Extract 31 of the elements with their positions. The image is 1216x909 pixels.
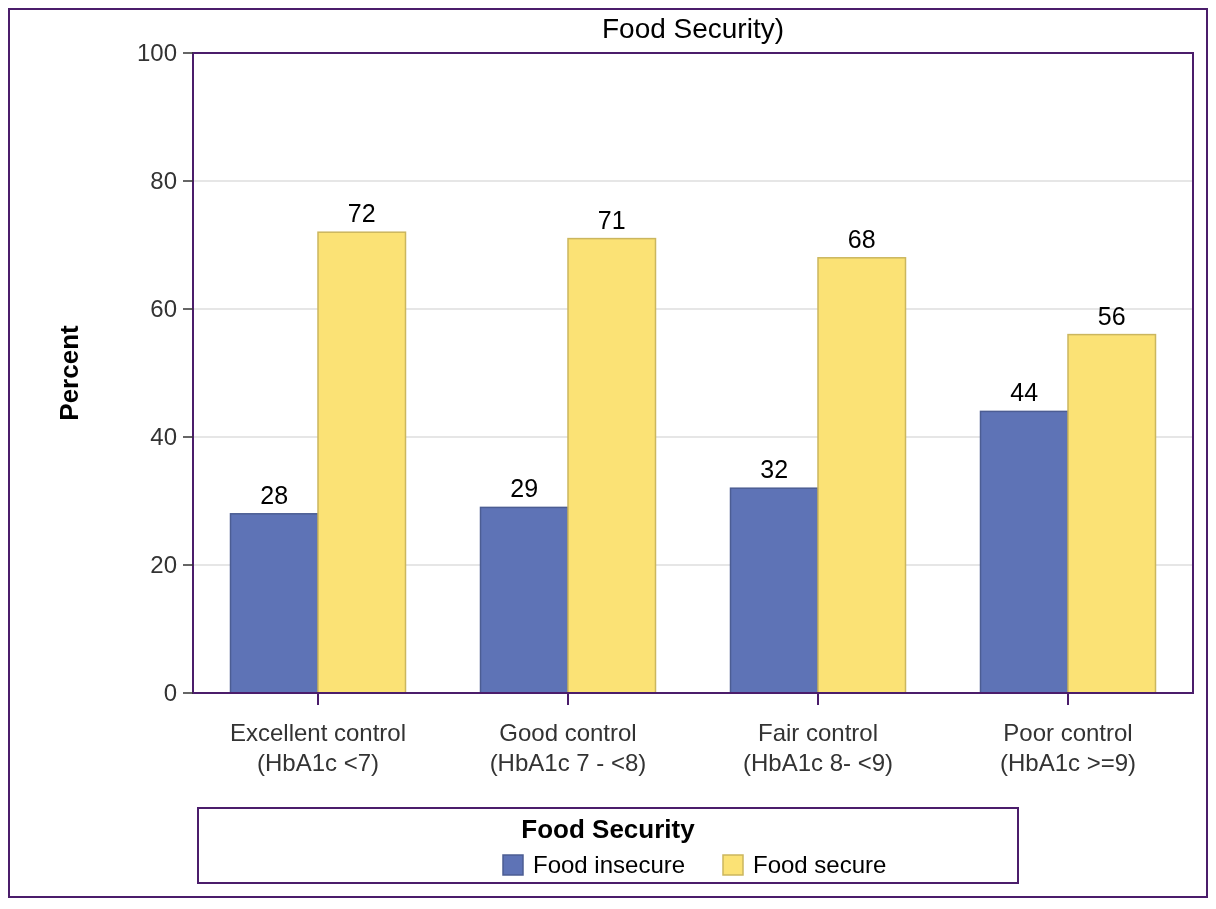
data-label: 44 — [1010, 378, 1039, 407]
bar — [567, 237, 657, 694]
data-label: 72 — [347, 199, 376, 228]
bar — [817, 257, 907, 694]
legend-label: Food insecure — [533, 851, 686, 879]
bar — [479, 506, 569, 694]
chart-title: Food Security) — [601, 13, 785, 44]
bar — [317, 231, 407, 694]
legend-label: Food secure — [753, 851, 887, 879]
bar — [1067, 333, 1157, 694]
x-tick-label: Poor control (HbA1c >=9) — [999, 719, 1137, 776]
x-tick-label: Good control (HbA1c 7 - <8) — [489, 719, 647, 776]
y-tick-label: 0 — [163, 679, 177, 707]
y-tick-label: 100 — [136, 39, 177, 67]
bar — [729, 487, 819, 694]
y-axis-title: Percent — [54, 324, 84, 421]
x-tick-label: Excellent control (HbA1c <7) — [229, 719, 407, 776]
y-tick-label: 20 — [150, 551, 177, 579]
data-label: 71 — [597, 205, 626, 234]
bar — [229, 513, 319, 694]
data-label: 29 — [510, 474, 539, 503]
data-label: 68 — [847, 224, 876, 253]
legend-title: Food Security — [521, 814, 696, 844]
y-tick-label: 60 — [150, 295, 177, 323]
bar — [979, 410, 1069, 694]
y-tick-label: 80 — [150, 167, 177, 195]
x-tick-label: Fair control (HbA1c 8- <9) — [742, 719, 894, 776]
data-label: 32 — [760, 455, 789, 484]
data-label: 28 — [260, 480, 289, 509]
y-tick-label: 40 — [150, 423, 177, 451]
data-label: 56 — [1097, 301, 1126, 330]
